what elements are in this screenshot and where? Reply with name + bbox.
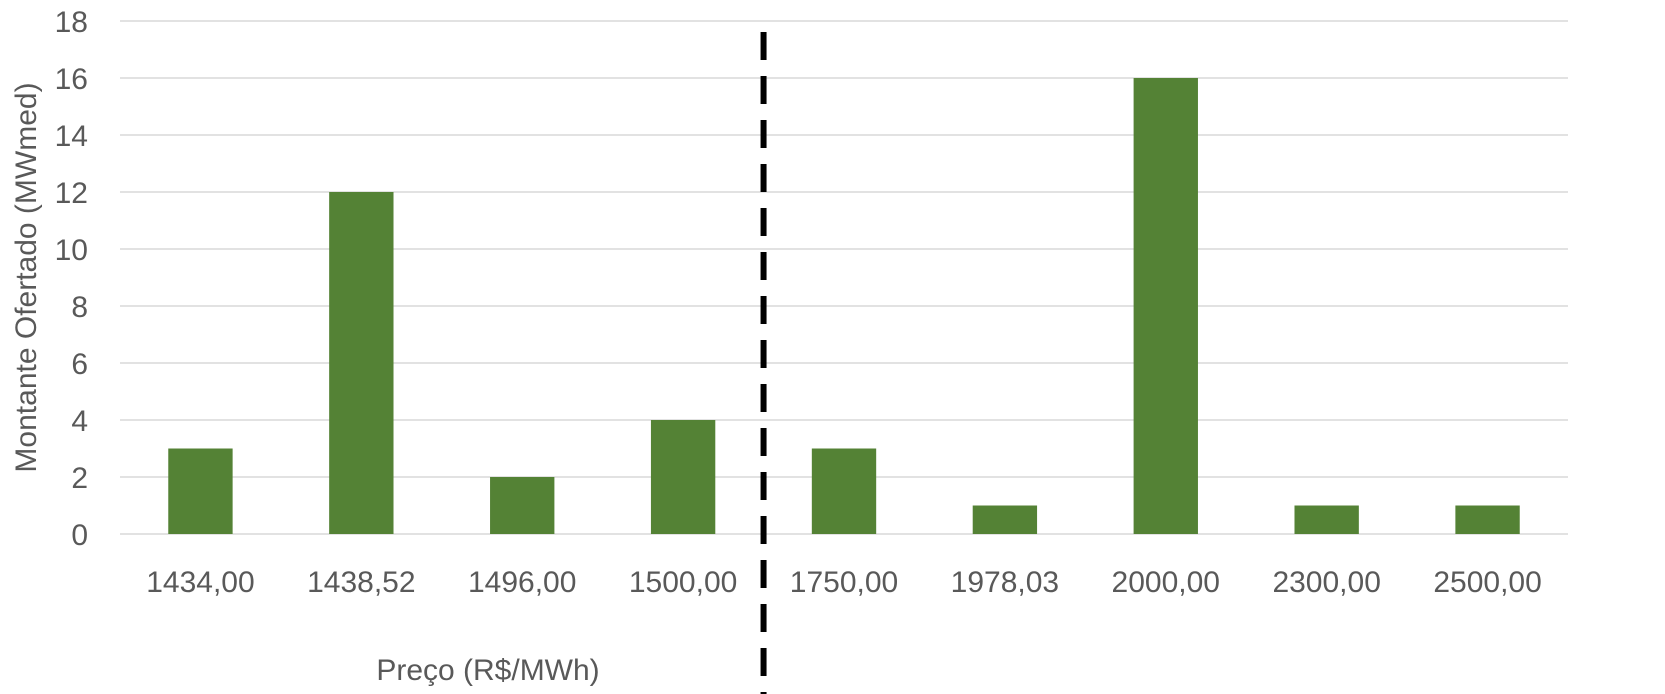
y-tick-label: 12 bbox=[55, 177, 88, 210]
bar bbox=[1133, 78, 1198, 534]
x-tick-label: 1750,00 bbox=[790, 566, 898, 599]
y-tick-label: 8 bbox=[71, 291, 88, 324]
y-tick-label: 16 bbox=[55, 63, 88, 96]
y-axis-title: Montante Ofertado (MWmed) bbox=[10, 82, 43, 472]
bar bbox=[972, 505, 1038, 534]
bars bbox=[168, 78, 1520, 534]
y-tick-label: 6 bbox=[71, 348, 88, 381]
bar bbox=[811, 448, 877, 534]
y-tick-label: 18 bbox=[55, 6, 88, 39]
bar bbox=[1294, 505, 1359, 534]
bar bbox=[1455, 505, 1520, 534]
y-tick-labels: 0 2 4 6 8 10 12 14 16 18 bbox=[55, 6, 88, 552]
x-tick-labels: 1434,00 1438,52 1496,00 1500,00 1750,00 1978,… bbox=[146, 566, 1542, 599]
y-tick-label: 2 bbox=[71, 462, 88, 495]
x-tick-label: 2300,00 bbox=[1272, 566, 1380, 599]
y-tick-label: 14 bbox=[55, 120, 88, 153]
x-tick-label: 1434,00 bbox=[146, 566, 254, 599]
bar bbox=[329, 192, 394, 534]
x-tick-label: 1438,52 bbox=[307, 566, 415, 599]
bar bbox=[650, 420, 716, 534]
x-axis-title: Preço (R$/MWh) bbox=[376, 654, 599, 687]
x-tick-label: 1500,00 bbox=[629, 566, 737, 599]
x-tick-label: 2500,00 bbox=[1433, 566, 1541, 599]
bar bbox=[490, 477, 555, 534]
bar bbox=[168, 448, 233, 534]
x-tick-label: 1496,00 bbox=[468, 566, 576, 599]
y-tick-label: 10 bbox=[55, 234, 88, 267]
x-tick-label: 2000,00 bbox=[1112, 566, 1220, 599]
y-tick-label: 4 bbox=[71, 405, 88, 438]
x-tick-label: 1978,03 bbox=[951, 566, 1059, 599]
y-tick-label: 0 bbox=[71, 519, 88, 552]
